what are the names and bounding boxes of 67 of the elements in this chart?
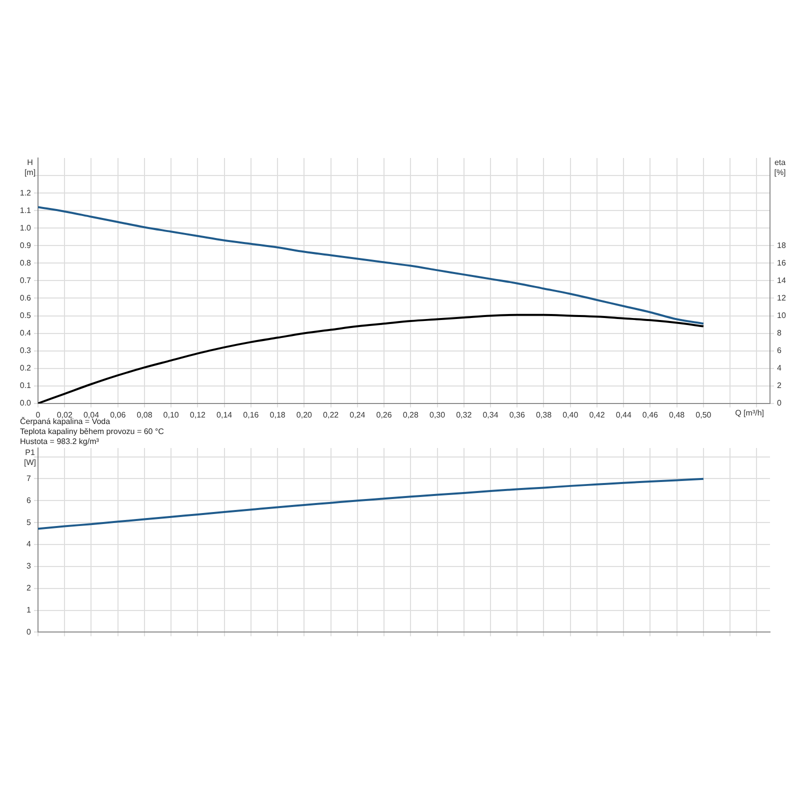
x-tick-label: 0,24	[350, 410, 366, 420]
x-tick-label: 0,20	[296, 410, 313, 420]
x-tick-label: 0,08	[136, 410, 153, 420]
x-tick-label: 0,12	[190, 410, 206, 420]
x-tick-label: 0,44	[616, 410, 632, 420]
x-tick-label: 0,48	[669, 410, 686, 420]
y2-tick-label: 0	[777, 398, 782, 408]
x-tick-label: 0,36	[509, 410, 526, 420]
y-tick-label: 0.2	[20, 364, 32, 373]
text: Čerpaná kapalina = Voda	[20, 417, 110, 426]
y-tick-label: 0.3	[20, 346, 32, 356]
y-tick-label: 0.0	[20, 398, 32, 408]
y2-tick-label: 2	[777, 381, 782, 390]
x-tick-label: 0,14	[216, 410, 233, 420]
x-tick-label: 0	[36, 410, 41, 420]
x-tick-label: 0,22	[323, 410, 340, 420]
line-series	[38, 314, 704, 404]
x-tick-label: 0,26	[376, 410, 392, 420]
y-tick-label: 1.1	[20, 206, 32, 215]
y-tick-label: 0	[26, 627, 32, 636]
y-tick-label: 0.6	[20, 293, 32, 302]
y-tick-label: 0.1	[20, 381, 32, 390]
line-series	[38, 206, 704, 325]
x-axis-title: Q [m³/h]	[735, 408, 764, 418]
x-tick-label: 0,40	[562, 410, 579, 420]
x-tick-label: 0,10	[163, 410, 180, 420]
y-tick-label: 0.7	[20, 276, 32, 285]
x-tick-label: 0,06	[110, 410, 126, 420]
text: Teplota kapaliny během provozu = 60 °C	[20, 427, 164, 437]
x-tick-label: 0,50	[696, 410, 712, 420]
x-tick-label: 0,16	[243, 410, 260, 420]
x-tick-label: 0,42	[589, 410, 606, 420]
y2-axis-title: eta [%]	[774, 158, 786, 178]
y-tick-label: 1.0	[20, 223, 32, 232]
y-tick-label: 7	[26, 474, 32, 483]
line-series	[38, 478, 704, 530]
x-tick-label: 0,46	[642, 410, 659, 420]
text: Hustota = 983.2 kg/m³	[20, 437, 100, 447]
x-tick-label: 0,28	[402, 410, 419, 420]
y-tick-label: 4	[26, 540, 32, 549]
y2-tick-label: 4	[777, 364, 782, 373]
x-tick-label: 0,30	[429, 410, 446, 420]
x-tick-label: 0,32	[456, 410, 472, 420]
y-tick-label: 0.9	[20, 240, 32, 250]
y2-tick-label: 10	[777, 310, 786, 320]
y-axis-title: H [m]	[24, 158, 36, 178]
y2-tick-label: 16	[777, 258, 786, 268]
y2-tick-label: 6	[777, 346, 782, 356]
y-tick-label: 3	[26, 562, 32, 571]
y-tick-label: 0.4	[20, 328, 32, 338]
y-tick-label: 0.8	[20, 258, 32, 268]
y-tick-label: 1.2	[20, 188, 32, 198]
x-tick-label: 0,04	[83, 410, 100, 420]
y2-tick-label: 12	[777, 293, 786, 302]
y-tick-label: 0.5	[20, 310, 32, 320]
x-tick-label: 0,18	[270, 410, 286, 420]
x-tick-label: 0,02	[56, 410, 73, 420]
y-axis-title: P1 [W]	[24, 448, 36, 468]
y2-tick-label: 14	[777, 276, 786, 285]
x-tick-label: 0,38	[536, 410, 552, 420]
y2-tick-label: 8	[777, 328, 782, 338]
y2-tick-label: 18	[777, 240, 786, 250]
y-tick-label: 2	[26, 584, 32, 593]
y-tick-label: 6	[26, 496, 32, 505]
y-tick-label: 1	[26, 605, 32, 614]
y-tick-label: 5	[26, 518, 32, 527]
x-tick-label: 0,34	[482, 410, 499, 420]
